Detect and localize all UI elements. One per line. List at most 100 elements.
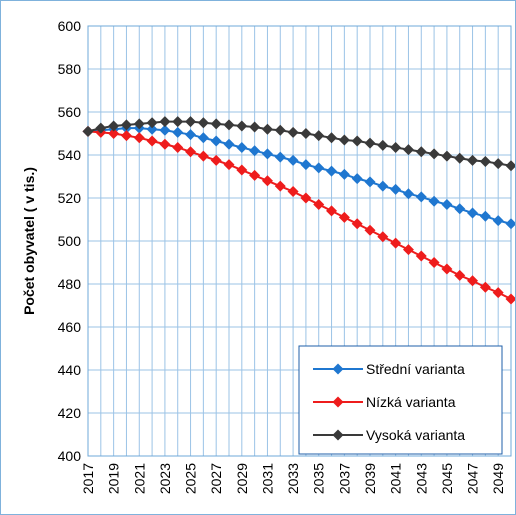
data-point xyxy=(505,293,515,305)
data-point xyxy=(287,126,299,138)
y-tick-label: 560 xyxy=(58,104,82,120)
data-point xyxy=(300,159,312,171)
legend-label: Nízká varianta xyxy=(366,394,456,410)
data-point xyxy=(146,117,158,129)
x-tick-label: 2017 xyxy=(80,463,96,494)
data-point xyxy=(236,164,248,176)
data-point xyxy=(390,141,402,153)
data-point xyxy=(223,159,235,171)
x-tick-label: 2023 xyxy=(157,463,173,494)
data-point xyxy=(261,175,273,187)
data-point xyxy=(377,180,389,192)
x-tick-label: 2029 xyxy=(234,463,250,494)
plot-border xyxy=(87,25,512,457)
series xyxy=(82,125,515,305)
data-point xyxy=(338,134,350,146)
data-point xyxy=(441,150,453,162)
data-point xyxy=(261,148,273,160)
y-tick-label: 540 xyxy=(58,147,82,163)
y-tick-label: 520 xyxy=(58,190,82,206)
data-point xyxy=(172,141,184,153)
data-point xyxy=(108,120,120,132)
data-point xyxy=(492,215,504,227)
y-tick-label: 460 xyxy=(58,319,82,335)
data-point xyxy=(120,130,132,142)
data-point xyxy=(300,128,312,139)
data-point xyxy=(364,137,376,149)
data-point xyxy=(236,141,248,153)
data-point xyxy=(492,158,504,170)
x-tick-label: 2021 xyxy=(131,463,147,494)
data-point xyxy=(428,257,440,268)
data-point xyxy=(428,195,440,207)
data-point xyxy=(351,173,363,185)
data-point xyxy=(454,203,466,215)
data-point xyxy=(95,122,107,134)
data-point xyxy=(377,231,389,243)
series-line xyxy=(87,120,512,167)
y-tick-label: 600 xyxy=(58,18,82,34)
data-point xyxy=(249,169,261,181)
x-tick-label: 2041 xyxy=(388,463,404,494)
data-point xyxy=(146,123,158,135)
legend-label: Střední varianta xyxy=(366,361,465,377)
data-point xyxy=(197,150,209,162)
data-point xyxy=(172,116,184,128)
data-point xyxy=(402,144,414,156)
data-point xyxy=(390,237,402,249)
data-point xyxy=(441,263,453,275)
data-point xyxy=(338,168,350,180)
data-point xyxy=(479,155,491,167)
data-point xyxy=(479,281,491,293)
data-point xyxy=(454,152,466,164)
data-point xyxy=(415,191,427,203)
y-tick-label: 440 xyxy=(58,362,82,378)
x-tick-label: 2025 xyxy=(183,463,199,494)
data-point xyxy=(505,218,515,230)
data-point xyxy=(120,119,132,131)
data-point xyxy=(300,192,312,204)
data-point xyxy=(313,198,325,210)
data-point xyxy=(402,188,414,200)
legend: Střední varianta Nízká varianta Vysoká var… xyxy=(298,345,503,455)
data-point xyxy=(338,211,350,223)
data-point xyxy=(185,146,197,158)
data-point xyxy=(185,129,197,141)
series-group xyxy=(82,116,515,305)
data-point xyxy=(287,154,299,166)
data-point xyxy=(261,123,273,135)
data-point xyxy=(249,145,261,157)
data-point xyxy=(274,124,286,136)
data-point xyxy=(133,118,145,130)
y-tick-label: 420 xyxy=(58,405,82,421)
data-point xyxy=(236,120,248,132)
legend-label: Vysoká varianta xyxy=(366,427,465,443)
data-point xyxy=(415,250,427,262)
data-point xyxy=(364,176,376,188)
data-point xyxy=(249,121,261,133)
series-line xyxy=(87,130,512,300)
series-line xyxy=(87,127,512,225)
x-tick-label: 2037 xyxy=(336,463,352,494)
x-tick-label: 2045 xyxy=(439,463,455,494)
x-tick-label: 2043 xyxy=(413,463,429,494)
x-tick-label: 2033 xyxy=(285,463,301,494)
legend-marker xyxy=(332,429,344,441)
data-point xyxy=(467,275,479,287)
x-tick-label: 2049 xyxy=(490,463,506,494)
data-point xyxy=(351,135,363,147)
data-point xyxy=(467,207,479,219)
data-point xyxy=(377,139,389,151)
y-tick-label: 480 xyxy=(58,276,82,292)
x-tick-label: 2039 xyxy=(362,463,378,494)
y-tick-label: 500 xyxy=(58,233,82,249)
data-point xyxy=(210,135,222,147)
legend-marker xyxy=(332,363,344,375)
data-point xyxy=(326,205,338,217)
data-point xyxy=(351,218,363,230)
data-point xyxy=(197,132,209,144)
data-point xyxy=(223,119,235,131)
x-tick-label: 2035 xyxy=(311,463,327,494)
